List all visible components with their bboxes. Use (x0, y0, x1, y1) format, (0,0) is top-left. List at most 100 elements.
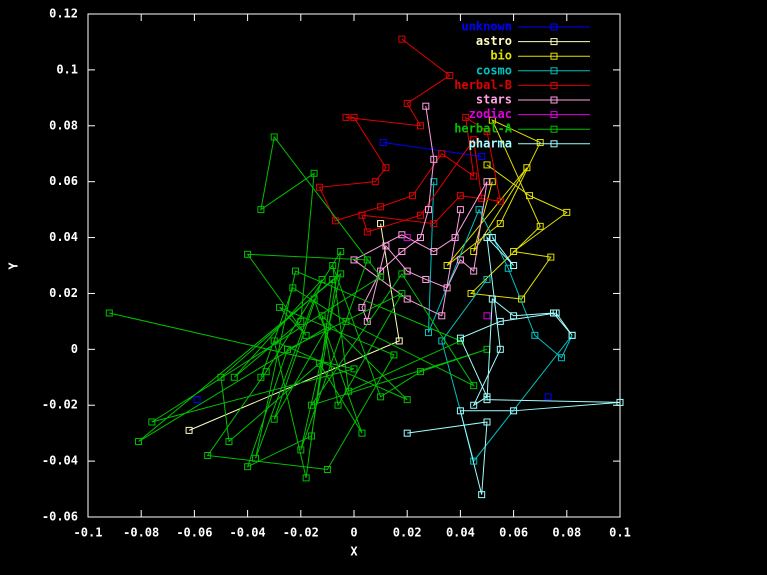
point (483, 393, 491, 401)
point (244, 463, 252, 471)
point (323, 323, 331, 331)
point (371, 178, 379, 186)
point (417, 122, 424, 130)
point (446, 71, 454, 79)
point (451, 234, 459, 242)
point (403, 234, 411, 242)
point (345, 387, 353, 395)
point (523, 164, 531, 172)
legend-label: herbal-A (454, 122, 513, 136)
point (536, 139, 544, 147)
point (483, 312, 491, 320)
legend-label: cosmo (476, 63, 512, 77)
legend-marker (550, 81, 558, 89)
point (488, 295, 496, 303)
point (337, 248, 345, 256)
y-tick-label: 0.08 (49, 118, 78, 132)
point (382, 242, 390, 250)
point (422, 102, 430, 110)
point (185, 426, 193, 434)
point (403, 396, 411, 404)
legend-marker (550, 111, 558, 119)
point (398, 270, 406, 278)
point (430, 178, 438, 186)
point (377, 220, 385, 228)
point (244, 250, 252, 258)
point (217, 373, 225, 381)
point (270, 415, 278, 423)
x-tick-label: -0.02 (283, 526, 319, 540)
point (297, 317, 305, 325)
point (403, 429, 411, 437)
point (510, 262, 518, 269)
point (552, 309, 560, 317)
point (358, 303, 366, 311)
point (398, 35, 406, 43)
point (302, 331, 310, 339)
point (483, 178, 491, 186)
point (478, 153, 486, 161)
point (456, 334, 464, 342)
legend-marker (550, 140, 558, 148)
point (496, 317, 504, 325)
point (496, 345, 504, 353)
series-line (109, 135, 488, 478)
point (315, 183, 323, 191)
point (470, 267, 478, 275)
point (488, 234, 496, 242)
point (462, 113, 470, 121)
point (323, 465, 331, 473)
point (252, 454, 260, 462)
point (616, 398, 624, 406)
point (270, 133, 278, 141)
point (557, 354, 565, 362)
point (417, 211, 424, 219)
point (483, 275, 491, 283)
point (289, 284, 297, 292)
point (307, 432, 315, 440)
point (470, 172, 478, 180)
y-tick-label: -0.06 (42, 510, 78, 524)
point (422, 275, 430, 283)
legend-marker (550, 52, 558, 60)
point (379, 139, 387, 147)
point (496, 197, 504, 205)
point (350, 113, 358, 121)
series-line (353, 106, 488, 324)
point (225, 438, 233, 446)
point (291, 267, 299, 275)
x-tick-label: -0.08 (123, 526, 159, 540)
point (358, 211, 366, 219)
x-tick-label: 0.08 (552, 526, 581, 540)
point (302, 474, 310, 482)
y-tick-label: 0.12 (49, 7, 78, 21)
point (257, 206, 265, 214)
point (358, 429, 366, 437)
point (483, 234, 491, 242)
point (424, 206, 432, 214)
x-tick-label: 0.02 (393, 526, 422, 540)
point (488, 116, 496, 124)
series-line (188, 223, 400, 431)
point (135, 438, 143, 446)
point (438, 312, 446, 320)
point (467, 289, 475, 297)
point (483, 418, 491, 426)
series-line (427, 181, 573, 463)
point (409, 192, 417, 200)
point (329, 262, 337, 269)
point (488, 178, 496, 186)
point (443, 284, 451, 292)
y-tick-label: 0.06 (49, 174, 78, 188)
point (536, 222, 544, 230)
point (403, 99, 411, 107)
y-tick-label: 0.1 (56, 62, 78, 76)
point (382, 164, 390, 172)
point (230, 373, 238, 381)
point (377, 273, 385, 281)
x-tick-label: -0.06 (176, 526, 212, 540)
point (395, 337, 403, 345)
legend-label: stars (476, 93, 512, 107)
point (284, 345, 291, 353)
